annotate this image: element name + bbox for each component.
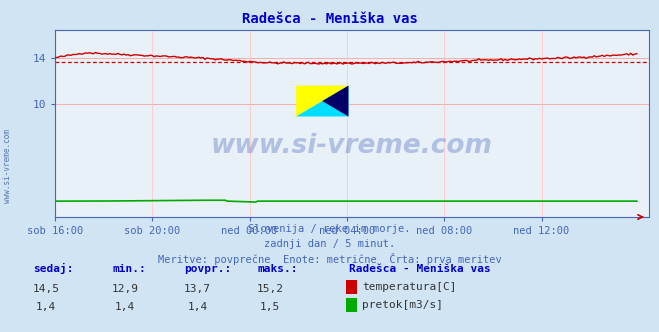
Text: 1,4: 1,4: [115, 302, 135, 312]
Text: povpr.:: povpr.:: [185, 264, 232, 274]
Text: www.si-vreme.com: www.si-vreme.com: [3, 129, 13, 203]
Text: 1,4: 1,4: [188, 302, 208, 312]
Text: min.:: min.:: [112, 264, 146, 274]
Text: Meritve: povprečne  Enote: metrične  Črta: prva meritev: Meritve: povprečne Enote: metrične Črta:…: [158, 253, 501, 265]
Text: sedaj:: sedaj:: [33, 263, 73, 274]
Text: 1,4: 1,4: [36, 302, 56, 312]
Text: 12,9: 12,9: [112, 284, 138, 294]
Text: zadnji dan / 5 minut.: zadnji dan / 5 minut.: [264, 239, 395, 249]
Text: 14,5: 14,5: [33, 284, 59, 294]
Text: maks.:: maks.:: [257, 264, 297, 274]
Text: Radešca - Meniška vas: Radešca - Meniška vas: [242, 12, 417, 26]
Text: www.si-vreme.com: www.si-vreme.com: [211, 133, 493, 159]
Text: pretok[m3/s]: pretok[m3/s]: [362, 300, 443, 310]
Text: 1,5: 1,5: [260, 302, 280, 312]
Polygon shape: [296, 86, 349, 117]
Text: Slovenija / reke in morje.: Slovenija / reke in morje.: [248, 224, 411, 234]
Text: temperatura[C]: temperatura[C]: [362, 282, 456, 292]
Text: 15,2: 15,2: [257, 284, 283, 294]
Text: 13,7: 13,7: [185, 284, 211, 294]
Text: Radešca - Meniška vas: Radešca - Meniška vas: [349, 264, 491, 274]
Polygon shape: [322, 86, 349, 117]
Polygon shape: [296, 86, 349, 117]
